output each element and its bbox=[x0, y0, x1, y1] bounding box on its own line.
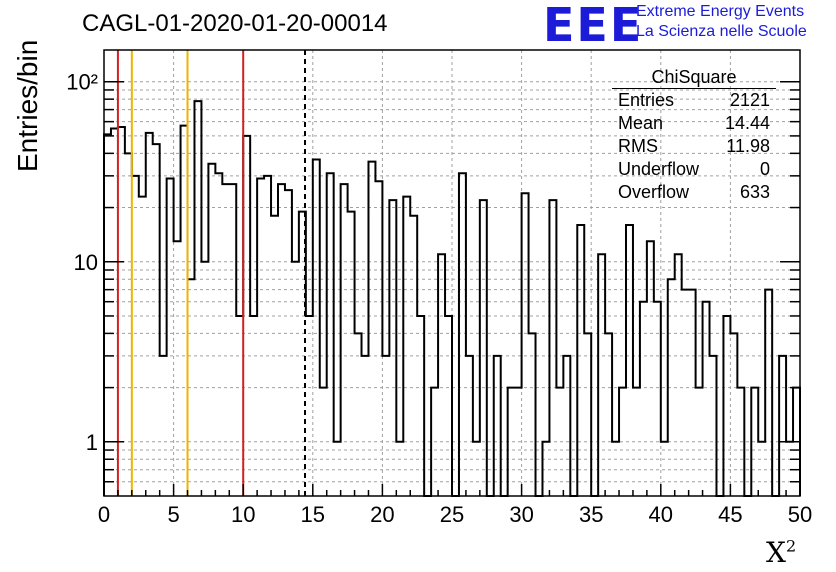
stats-row-mean: Mean 14.44 bbox=[612, 112, 776, 135]
x-tick-label: 25 bbox=[440, 502, 464, 527]
x-axis-label: X2 bbox=[766, 536, 797, 569]
stats-row-rms: RMS 11.98 bbox=[612, 135, 776, 158]
stats-value: 14.44 bbox=[724, 113, 770, 133]
stats-value: 11.98 bbox=[726, 136, 770, 156]
x-tick-label: 45 bbox=[718, 502, 742, 527]
stats-value: 2121 bbox=[729, 90, 770, 110]
stats-value: 0 bbox=[759, 159, 770, 179]
stats-row-overflow: Overflow 633 bbox=[612, 181, 776, 204]
brand-line-2: La Scienza nelle Scuole bbox=[636, 23, 807, 40]
x-tick-label: 10 bbox=[231, 502, 255, 527]
stats-value: 633 bbox=[739, 182, 770, 202]
stats-label: Mean bbox=[618, 113, 664, 133]
stats-title: ChiSquare bbox=[612, 66, 776, 89]
y-tick-label: 10² bbox=[66, 70, 98, 95]
chart-title: CAGL-01-2020-01-20-00014 bbox=[82, 10, 388, 37]
x-tick-label: 50 bbox=[788, 502, 812, 527]
x-tick-label: 40 bbox=[649, 502, 673, 527]
y-tick-label: 10 bbox=[74, 250, 98, 275]
eee-logo: EEE bbox=[543, 0, 644, 52]
x-tick-label: 5 bbox=[167, 502, 179, 527]
brand-line-1: Extreme Energy Events bbox=[636, 3, 805, 20]
x-tick-label: 30 bbox=[509, 502, 533, 527]
stats-label: Entries bbox=[618, 90, 675, 110]
stats-label: Underflow bbox=[618, 159, 700, 179]
stats-box: ChiSquare Entries 2121 Mean 14.44 RMS 11… bbox=[612, 66, 776, 204]
stats-row-entries: Entries 2121 bbox=[612, 89, 776, 112]
x-tick-label: 35 bbox=[579, 502, 603, 527]
stats-label: RMS bbox=[618, 136, 658, 156]
stats-label: Overflow bbox=[618, 182, 690, 202]
stats-row-underflow: Underflow 0 bbox=[612, 158, 776, 181]
histogram-series bbox=[103, 100, 801, 497]
x-tick-label: 0 bbox=[98, 502, 110, 527]
y-tick-label: 1 bbox=[86, 430, 98, 455]
x-tick-label: 20 bbox=[370, 502, 394, 527]
x-tick-label: 15 bbox=[301, 502, 325, 527]
